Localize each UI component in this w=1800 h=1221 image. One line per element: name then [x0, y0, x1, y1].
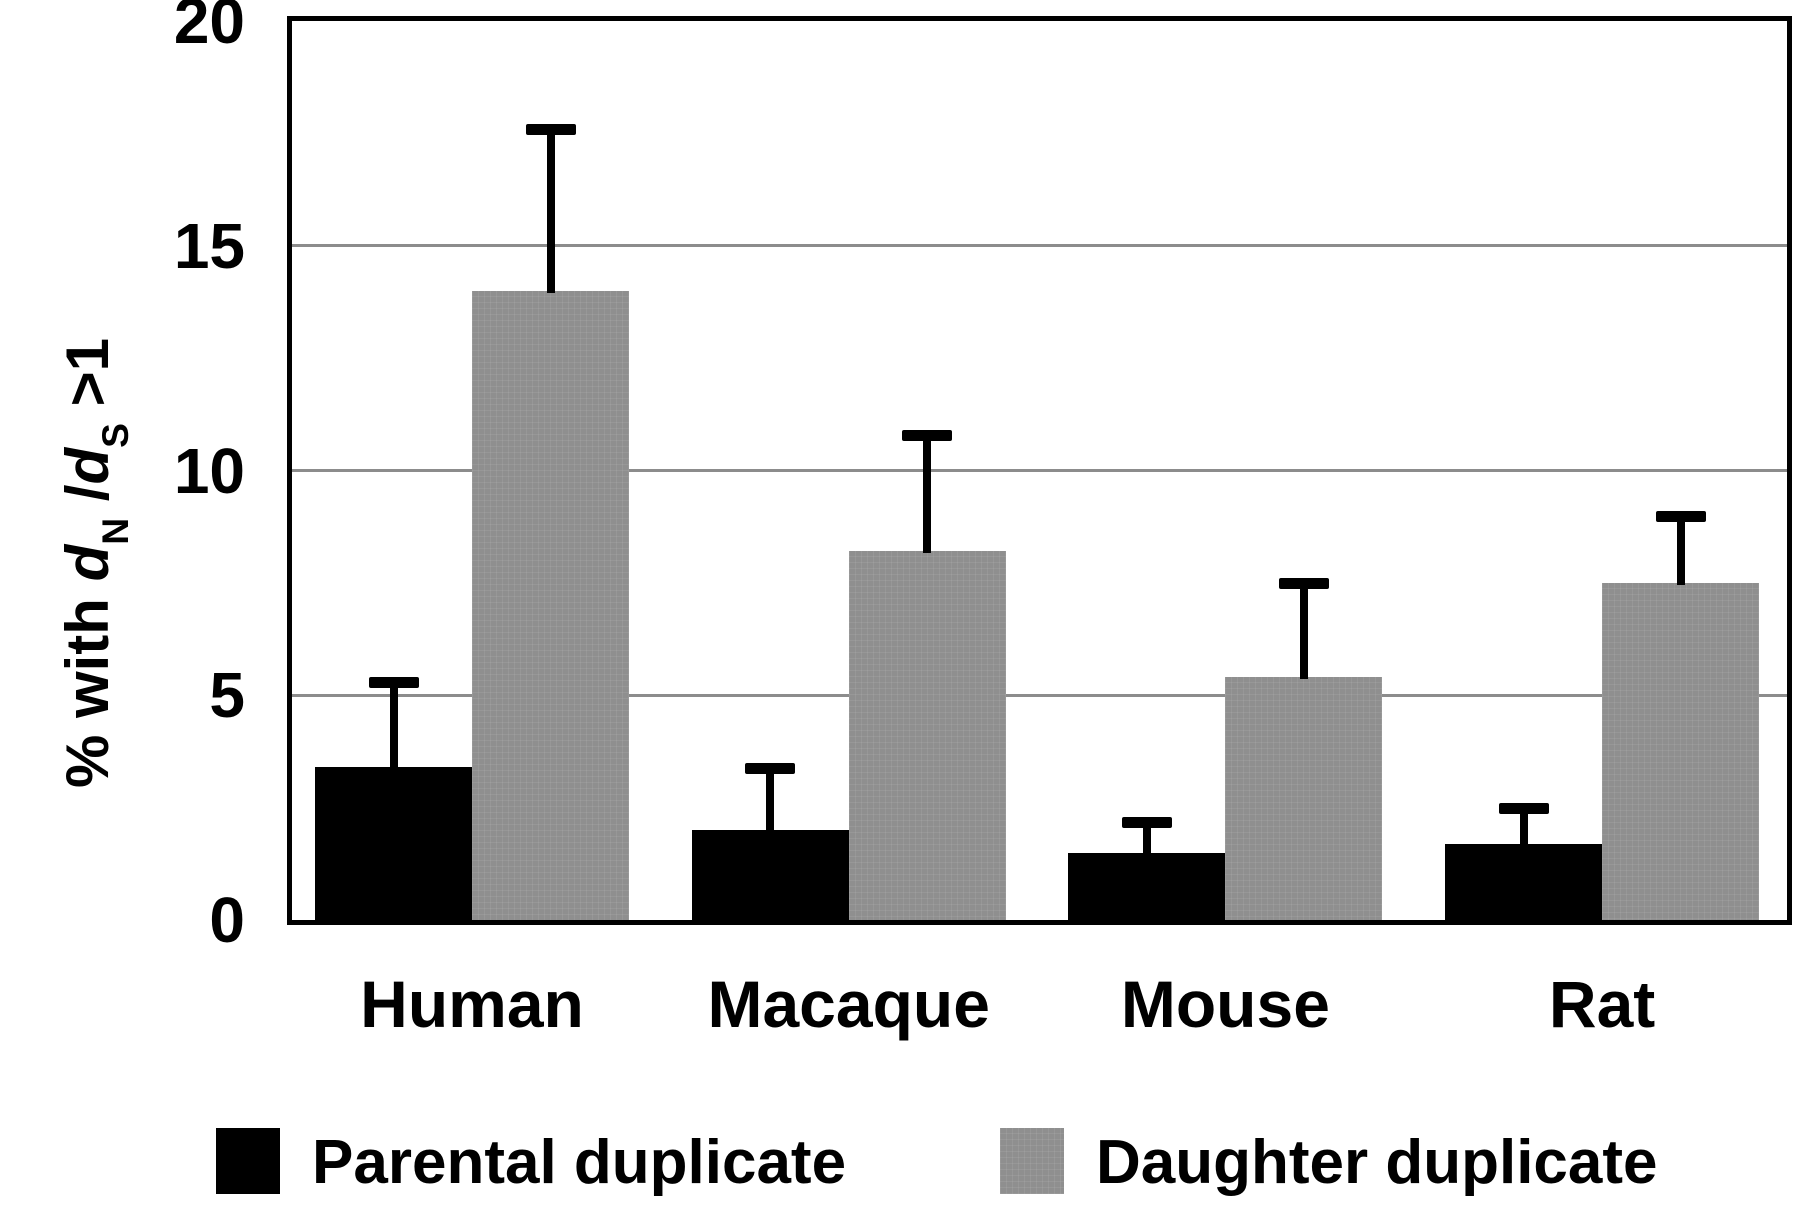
gridline-10: [292, 469, 1787, 472]
error-bar-stem: [546, 124, 555, 293]
error-bar-stem: [389, 677, 398, 770]
bar-macaque-parental: [691, 830, 849, 920]
x-category-label-mouse: Mouse: [1120, 967, 1330, 1041]
legend-item-daughter: Daughter duplicate: [1000, 1118, 1680, 1208]
bar-rat-parental: [1445, 843, 1603, 920]
legend-label-parental: Parental duplicate: [312, 1128, 847, 1197]
error-bar-cap: [1498, 803, 1549, 815]
y-tick-label-10: 10: [173, 434, 245, 507]
y-tick-label-5: 5: [209, 659, 245, 732]
plot-area: [287, 16, 1792, 925]
error-bar-stem: [1142, 816, 1151, 855]
legend: Parental duplicate Daughter duplicate: [0, 1118, 1800, 1208]
x-category-label-human: Human: [360, 967, 584, 1041]
x-category-label-rat: Rat: [1548, 967, 1656, 1041]
error-bar-stem: [766, 762, 775, 833]
error-bar-stem: [1299, 578, 1308, 680]
error-bar-cap: [902, 430, 953, 442]
gridline-5: [292, 693, 1787, 697]
error-bar-stem: [1519, 803, 1528, 846]
bar-mouse-parental: [1068, 852, 1226, 920]
legend-swatch-parental: [216, 1128, 280, 1194]
x-category-label-macaque: Macaque: [707, 967, 990, 1041]
y-tick-label-15: 15: [173, 209, 245, 282]
gridline-15: [292, 244, 1787, 248]
legend-item-parental: Parental duplicate: [216, 1118, 846, 1208]
bar-macaque-daughter: [848, 551, 1006, 920]
legend-label-daughter: Daughter duplicate: [1096, 1128, 1658, 1197]
error-bar-cap: [745, 762, 796, 774]
error-bar-cap: [368, 677, 419, 689]
bar-rat-daughter: [1602, 582, 1760, 920]
y-tick-label-20: 20: [173, 0, 245, 57]
error-bar-stem: [1676, 510, 1685, 585]
plot-inner-area: [292, 21, 1787, 920]
error-bar-cap: [1655, 510, 1706, 522]
error-bar-cap: [1278, 578, 1329, 590]
error-bar-cap: [1121, 816, 1172, 828]
bar-mouse-daughter: [1225, 677, 1383, 920]
error-bar-cap: [525, 124, 576, 136]
y-tick-label-0: 0: [209, 884, 245, 956]
bar-human-parental: [315, 767, 472, 920]
bar-human-daughter: [472, 290, 629, 920]
y-axis-ticks: 20 15 10 5 0: [110, 0, 245, 1000]
error-bar-stem: [923, 430, 932, 554]
legend-swatch-daughter: [1000, 1128, 1064, 1194]
